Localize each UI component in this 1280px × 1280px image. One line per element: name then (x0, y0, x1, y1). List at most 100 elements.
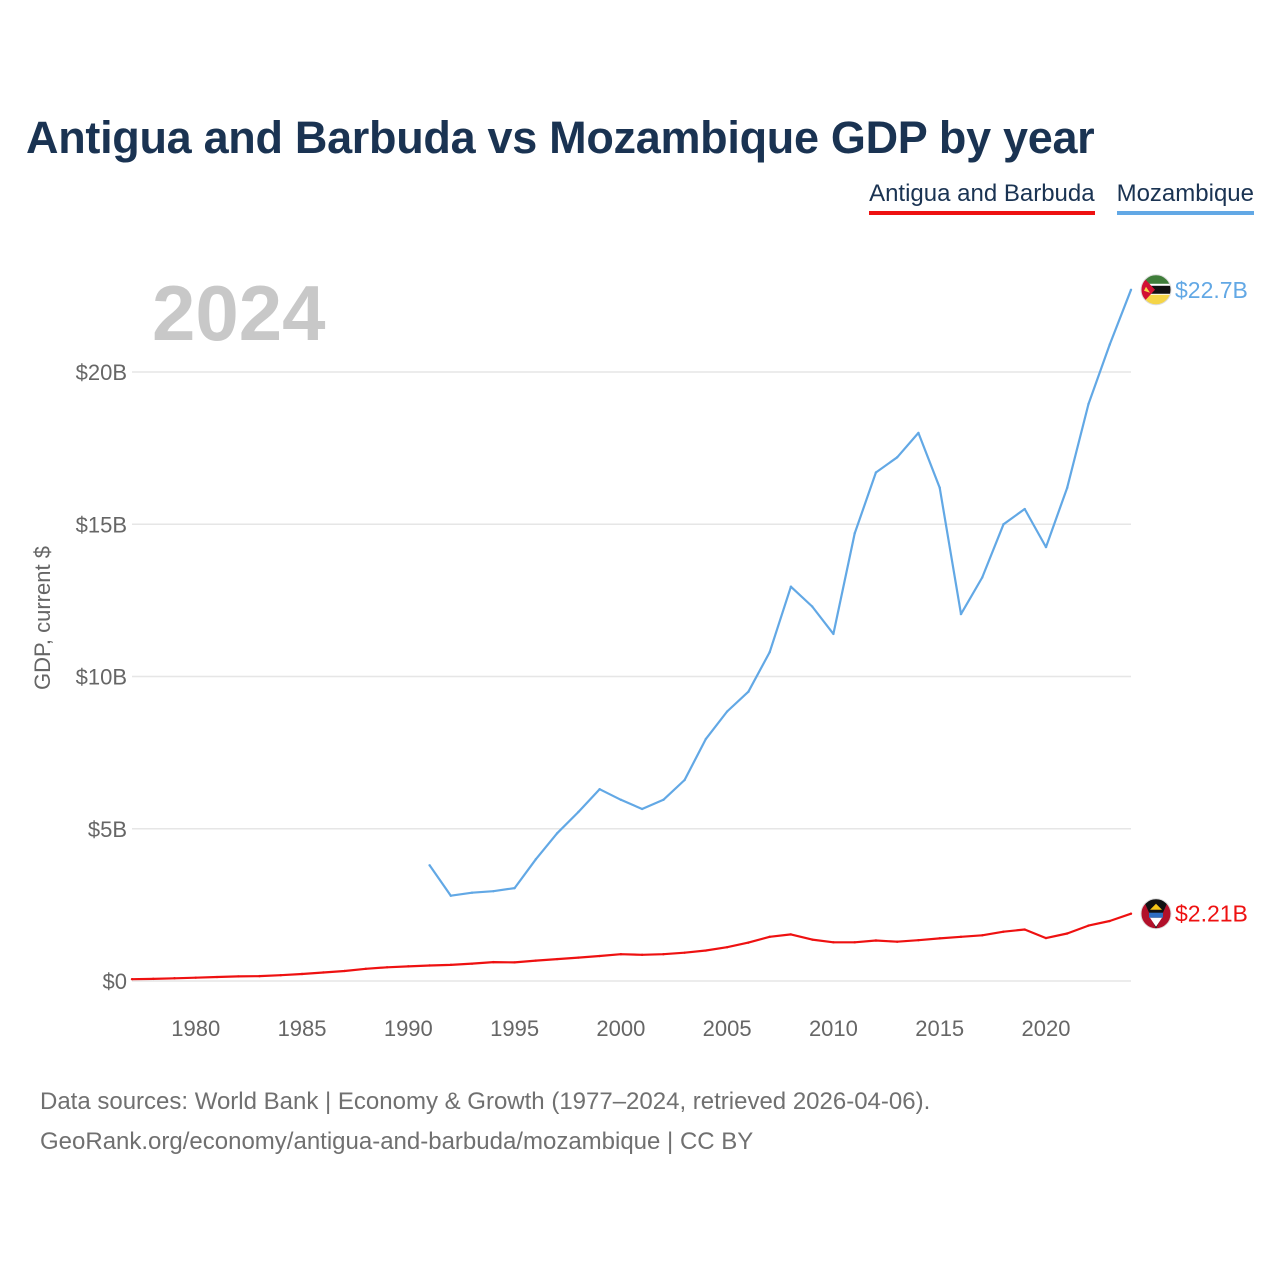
data-point-mozambique (725, 710, 729, 713)
data-point-antigua (640, 953, 644, 957)
x-tick-label: 1990 (384, 1016, 433, 1041)
x-tick-label: 2005 (703, 1016, 752, 1041)
end-labels: $2.21B $22.7B (1140, 274, 1248, 930)
data-point-antigua (449, 963, 453, 967)
data-point-antigua (853, 941, 856, 944)
data-point-mozambique (534, 858, 538, 861)
data-point-antigua (513, 961, 516, 964)
antigua-flag-icon (1140, 898, 1172, 930)
data-point-antigua (152, 977, 155, 981)
data-point-antigua (258, 974, 261, 978)
data-point-mozambique (917, 431, 920, 435)
x-tick-label: 2010 (809, 1016, 858, 1041)
data-point-mozambique (789, 585, 793, 588)
legend-item-mozambique[interactable]: Mozambique (1116, 180, 1254, 215)
data-point-mozambique (810, 605, 814, 608)
data-point-antigua (1002, 930, 1005, 933)
data-point-mozambique (959, 612, 963, 616)
data-point-antigua (895, 940, 899, 943)
data-point-antigua (683, 951, 686, 954)
series-line-mozambique (428, 289, 1133, 897)
data-point-mozambique (747, 690, 750, 693)
data-point-mozambique (1129, 288, 1133, 291)
x-tick-label: 2000 (596, 1016, 645, 1041)
data-point-antigua (768, 935, 771, 939)
source-link[interactable]: GeoRank.org/economy/antigua-and-barbuda/… (40, 1128, 754, 1155)
data-point-mozambique (513, 886, 516, 890)
data-point-mozambique (1044, 545, 1048, 549)
data-point-antigua (662, 953, 665, 956)
data-point-antigua (322, 971, 325, 974)
data-point-antigua (428, 964, 431, 967)
y-axis-title: GDP, current $ (30, 546, 55, 690)
y-tick-label: $15B (76, 512, 127, 537)
end-value-label-mozambique: $22.7B (1175, 277, 1248, 303)
data-point-antigua (364, 967, 368, 971)
data-point-antigua (1108, 919, 1111, 923)
x-axis-ticks: 1980 1985 1990 1995 2000 2005 2010 2015 2020 (171, 1016, 1070, 1041)
data-point-antigua (789, 933, 793, 936)
y-tick-label: $20B (76, 360, 127, 385)
legend: Antigua and Barbuda Mozambique (869, 180, 1254, 215)
legend-item-antigua[interactable]: Antigua and Barbuda (869, 180, 1095, 215)
data-point-mozambique (874, 471, 878, 474)
data-point-antigua (555, 957, 559, 961)
data-source-note: Data sources: World Bank | Economy & Gro… (40, 1088, 931, 1115)
data-point-mozambique (768, 650, 771, 654)
x-tick-label: 2020 (1022, 1016, 1071, 1041)
data-point-mozambique (1023, 507, 1026, 511)
series-line-antigua (131, 912, 1132, 981)
data-point-antigua (215, 975, 219, 979)
data-point-mozambique (662, 798, 665, 802)
x-tick-label: 1980 (171, 1016, 220, 1041)
y-axis-ticks: $0 $5B $10B $15B $20B (76, 360, 127, 994)
data-point-antigua (981, 934, 984, 937)
x-tick-label: 1995 (490, 1016, 539, 1041)
data-point-mozambique (895, 456, 899, 459)
data-point-mozambique (555, 832, 559, 835)
chart-title: Antigua and Barbuda vs Mozambique GDP by… (26, 112, 1095, 163)
data-point-mozambique (704, 737, 708, 741)
data-point-antigua (1023, 928, 1026, 931)
data-point-mozambique (492, 889, 495, 893)
data-point-antigua (725, 946, 729, 949)
data-point-mozambique (981, 576, 984, 579)
data-point-antigua (959, 935, 963, 939)
data-point-antigua (832, 941, 835, 944)
data-point-antigua (1129, 912, 1133, 915)
data-point-antigua (938, 937, 941, 940)
data-point-mozambique (1087, 402, 1090, 406)
footer: Data sources: World Bank | Economy & Gro… (40, 1082, 930, 1162)
data-point-mozambique (577, 810, 580, 814)
data-point-antigua (470, 962, 474, 965)
series-lines (130, 288, 1133, 981)
data-point-mozambique (449, 894, 453, 897)
data-point-antigua (407, 965, 410, 968)
data-point-antigua (534, 959, 538, 962)
data-point-antigua (747, 941, 750, 944)
line-chart: 2024 $0 $5B $10B $15B $20B 1980 1985 1990 1995 2… (30, 269, 1248, 1041)
data-point-antigua (577, 956, 580, 959)
data-point-antigua (237, 975, 240, 978)
x-tick-label: 1985 (278, 1016, 327, 1041)
data-point-antigua (1066, 932, 1069, 935)
data-point-mozambique (1108, 343, 1111, 346)
data-point-antigua (492, 960, 495, 964)
y-tick-label: $0 (103, 969, 127, 994)
data-point-mozambique (832, 632, 835, 636)
end-value-label-antigua: $2.21B (1175, 901, 1248, 927)
data-point-antigua (917, 938, 920, 942)
data-point-antigua (1044, 936, 1048, 940)
data-point-mozambique (683, 778, 686, 782)
data-point-antigua (704, 949, 708, 952)
mozambique-flag-icon (1140, 274, 1172, 306)
gridlines (132, 371, 1131, 982)
data-point-mozambique (598, 787, 601, 791)
data-point-mozambique (1002, 523, 1005, 526)
data-point-mozambique (428, 864, 431, 867)
data-point-mozambique (640, 807, 644, 811)
data-point-mozambique (1066, 486, 1069, 489)
data-point-antigua (130, 977, 134, 981)
data-point-mozambique (470, 891, 474, 894)
data-point-mozambique (938, 486, 941, 489)
